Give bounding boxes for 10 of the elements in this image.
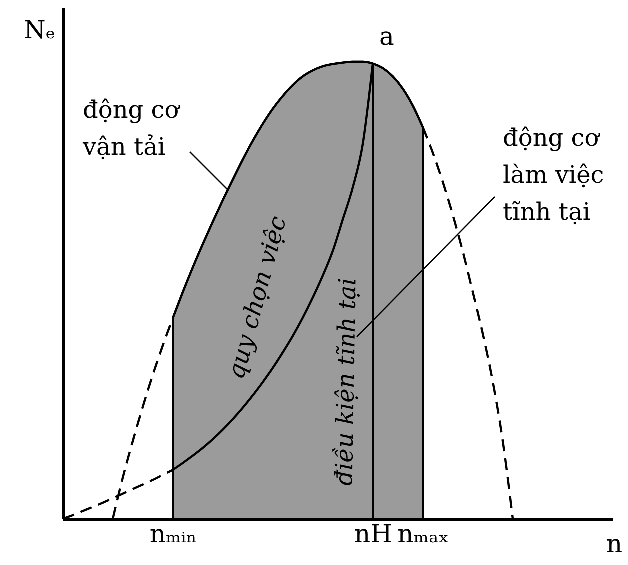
- x-tick-label: nₘₐₓ: [398, 520, 450, 548]
- x-tick-label: nₘᵢₙ: [150, 520, 198, 548]
- annotation: động cơ làm việc tĩnh tại: [503, 124, 604, 226]
- y-axis-title: Nₑ: [24, 16, 56, 44]
- annotation: quy chọn việc: [222, 213, 292, 382]
- x-tick-label: nH: [354, 520, 392, 548]
- annotation: điều kiện tĩnh tại: [330, 278, 362, 486]
- annotation: a: [380, 22, 395, 51]
- annotation: động cơ vận tải: [82, 96, 181, 161]
- x-axis-title: n: [606, 530, 623, 558]
